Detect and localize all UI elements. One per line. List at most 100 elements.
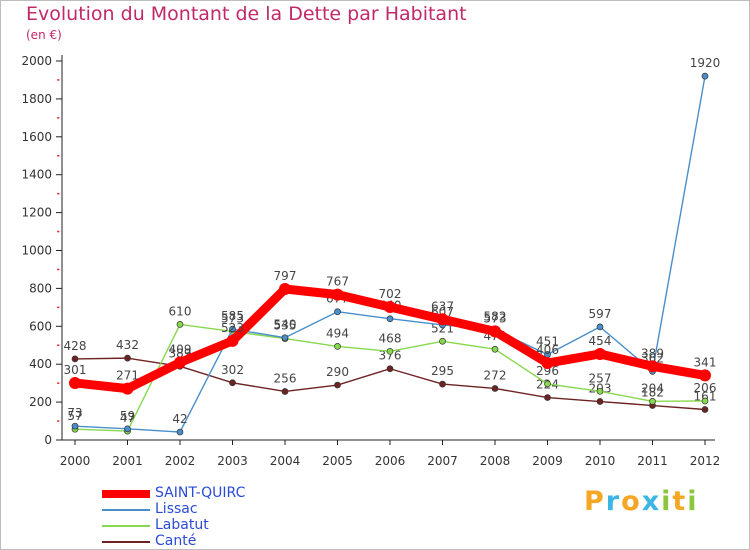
data-point	[439, 337, 446, 345]
legend-swatch	[102, 490, 150, 498]
y-tick-label: 1800	[21, 92, 52, 106]
data-label: 523	[221, 321, 244, 335]
data-label: 451	[536, 335, 559, 349]
data-label: 610	[169, 304, 192, 318]
proxiti-logo: Proxiti	[584, 486, 699, 517]
x-tick-label: 2001	[112, 454, 143, 468]
data-label: 257	[589, 371, 612, 385]
data-label: 540	[274, 318, 297, 332]
legend-swatch	[102, 509, 150, 511]
data-label: 582	[484, 310, 507, 324]
data-point	[69, 376, 81, 389]
data-point	[386, 315, 394, 323]
data-label: 290	[326, 365, 349, 379]
data-label: 389	[641, 346, 664, 360]
y-minor-tick	[57, 230, 60, 233]
y-tick-label: 1400	[21, 168, 52, 182]
data-label: 406	[536, 343, 559, 357]
chart-subtitle: (en €)	[26, 28, 62, 42]
data-point	[491, 385, 499, 392]
data-label: 454	[589, 334, 612, 348]
data-point	[436, 313, 449, 326]
x-tick-label: 2009	[532, 454, 563, 468]
data-point	[174, 356, 186, 369]
data-label: 272	[484, 368, 507, 382]
data-label: 702	[379, 287, 402, 301]
data-point	[544, 394, 551, 401]
data-point	[386, 365, 394, 373]
data-point	[334, 381, 341, 389]
y-tick-label: 800	[29, 281, 52, 295]
y-tick-label: 400	[29, 357, 52, 371]
data-point	[439, 380, 446, 388]
x-tick-label: 2011	[637, 454, 668, 468]
data-label: 302	[221, 363, 244, 377]
data-point	[124, 425, 131, 433]
chart-title: Evolution du Montant de la Dette par Hab…	[26, 3, 467, 25]
data-label: 301	[64, 363, 87, 377]
data-point	[279, 282, 291, 295]
y-minor-tick	[57, 117, 60, 119]
x-tick-label: 2012	[690, 454, 721, 468]
x-tick-label: 2010	[585, 454, 616, 468]
logo-letter: r	[605, 486, 622, 517]
data-label: 295	[431, 364, 454, 378]
data-point	[226, 334, 239, 347]
data-label: 597	[589, 307, 612, 321]
x-tick-label: 2006	[375, 454, 406, 468]
data-point	[701, 406, 709, 413]
data-label: 1920	[690, 56, 721, 70]
data-point	[334, 343, 341, 350]
data-label: 637	[431, 299, 454, 313]
x-tick-label: 2003	[217, 454, 248, 468]
data-label: 797	[274, 269, 297, 283]
logo-letter: t	[672, 486, 688, 517]
y-minor-tick	[57, 306, 60, 309]
data-label: 47	[120, 411, 135, 425]
data-point	[701, 72, 709, 80]
data-point	[649, 397, 656, 405]
data-label: 161	[694, 389, 717, 403]
data-label: 535	[274, 319, 297, 333]
data-point	[646, 360, 659, 373]
data-point	[596, 323, 604, 331]
data-label: 42	[172, 412, 187, 426]
data-label: 204	[641, 381, 664, 395]
data-point	[71, 355, 79, 363]
y-tick-label: 200	[29, 395, 52, 409]
y-tick-label: 0	[44, 433, 52, 447]
logo-letter: x	[641, 486, 662, 517]
data-point	[596, 398, 604, 405]
data-point	[176, 321, 184, 328]
y-tick-label: 1000	[21, 244, 52, 258]
data-label: 206	[694, 381, 717, 395]
data-point	[121, 382, 134, 395]
y-tick-label: 1200	[21, 206, 52, 220]
y-minor-tick	[57, 382, 60, 384]
data-point	[596, 387, 604, 395]
data-point	[491, 345, 499, 353]
data-point	[124, 354, 131, 362]
data-label: 573	[221, 311, 244, 325]
legend-swatch	[102, 525, 150, 527]
data-label: 432	[116, 338, 139, 352]
data-label: 57	[67, 409, 82, 423]
data-label: 296	[536, 364, 559, 378]
x-tick-label: 2000	[60, 454, 91, 468]
data-point	[176, 428, 184, 436]
data-label: 271	[116, 369, 139, 383]
data-point	[594, 347, 606, 360]
data-label: 376	[379, 349, 402, 363]
x-tick-label: 2007	[427, 454, 458, 468]
legend-swatch	[102, 541, 150, 543]
logo-letter: P	[584, 486, 606, 517]
data-point	[544, 380, 551, 388]
data-point	[699, 369, 711, 382]
data-point	[281, 334, 289, 342]
data-point	[229, 325, 236, 333]
data-point	[386, 347, 394, 355]
logo-letter: i	[687, 486, 699, 517]
data-point	[541, 357, 554, 370]
logo-letter: i	[661, 486, 673, 517]
y-minor-tick	[57, 268, 60, 271]
